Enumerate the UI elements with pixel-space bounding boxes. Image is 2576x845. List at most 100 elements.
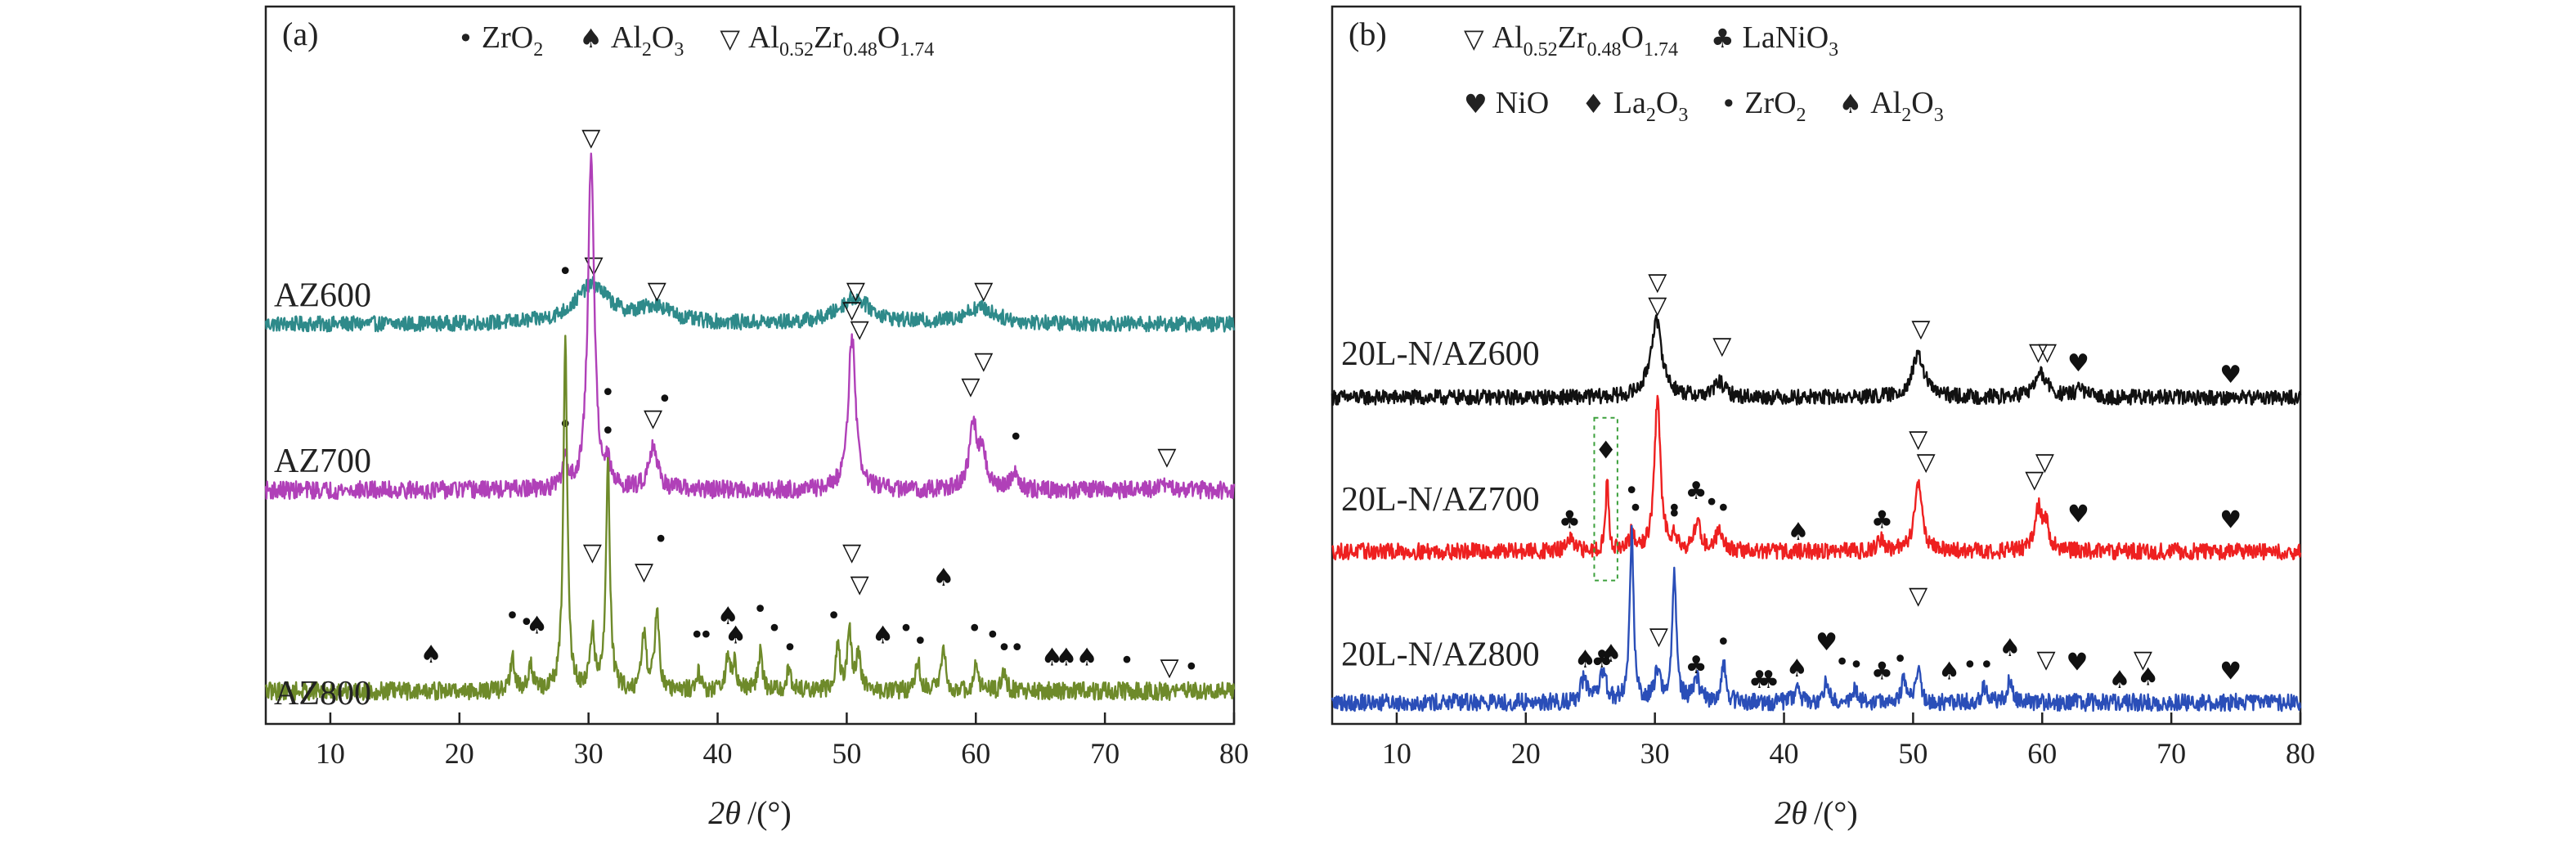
legend-row: • ZrO2 ♠ Al2O3 ▽ Al0.52Zr0.48O1.74: [458, 20, 934, 61]
panel-a-x-axis-title: 2θ/(°): [708, 794, 791, 831]
panel-b-x-axis-symbol: 2θ: [1775, 794, 1807, 831]
peak-marker: •: [558, 258, 572, 286]
legend-symbol: ♥: [1464, 88, 1488, 119]
peak-marker: •: [783, 634, 797, 663]
panel-a-x-axis-unit: /(°): [747, 794, 792, 831]
legend-formula-part: 2: [533, 39, 543, 61]
peak-marker: ♣: [1757, 666, 1779, 694]
peak-marker: ♣: [1685, 651, 1708, 680]
peak-marker: ♣: [1871, 506, 1893, 535]
panel-b-series: 20L-N/AZ600▽▽▽▽▽ ♥ ♥20L-N/AZ700▽♦♣ • •♣••♠ ♣▽…: [1331, 268, 2302, 712]
peak-marker: ♥: [2219, 657, 2242, 685]
series-label: AZ700: [274, 443, 371, 480]
panel-a: (a) • ZrO2 ♠ Al2O3 ▽ Al0.52Zr0.48O1.74 AZ600▽…: [264, 5, 1249, 831]
panel-a-series: AZ600▽▽ ▽ ▽AZ700▽• • ▽•▽▽▽▽•▽AZ800♠• •♠••▽▽••…: [264, 124, 1236, 712]
peak-marker: ♥: [2067, 349, 2089, 378]
legend-symbol: ▽: [720, 23, 740, 54]
peak-marker: ♠: [717, 602, 739, 631]
peak-marker: •: [600, 417, 615, 446]
peak-marker: ▽: [961, 372, 980, 401]
peak-marker: ♠: [2109, 666, 2131, 694]
peak-marker: ▽: [581, 124, 600, 152]
peak-marker: •: [1849, 651, 1864, 680]
peak-marker: ♣: [1559, 506, 1581, 535]
peak-marker: ▽: [644, 404, 662, 433]
x-tick-label: 70: [2156, 737, 2186, 770]
peak-marker: ♠: [1041, 644, 1063, 672]
series-line-20l-n-az800: [1331, 524, 2302, 712]
legend-formula-part: 1.74: [1644, 39, 1678, 61]
peak-marker: •: [1008, 424, 1023, 452]
peak-marker: ♠: [1076, 644, 1098, 672]
peak-marker: •: [519, 609, 534, 637]
series-line-az700: [264, 152, 1236, 501]
series-line-az800: [264, 335, 1236, 701]
peak-marker: ♠: [1999, 634, 2021, 663]
series-line-20l-n-az600: [1331, 314, 2302, 407]
x-tick-label: 20: [1511, 737, 1541, 770]
peak-marker: ♦: [1595, 437, 1617, 465]
peak-marker: ▽: [850, 315, 869, 344]
peak-marker: ♠: [1938, 657, 1960, 685]
peak-marker: •: [1624, 477, 1639, 506]
legend-symbol: ♠: [1839, 88, 1863, 119]
peak-marker: ♣: [1685, 477, 1708, 506]
peak-marker: ♠: [2137, 663, 2159, 691]
x-tick-label: 10: [316, 737, 345, 770]
peak-marker: ♥: [2219, 506, 2242, 535]
peak-marker: ▽: [1157, 443, 1176, 471]
legend-formula-part: Al: [611, 20, 642, 55]
peak-marker: ♣: [1591, 645, 1613, 674]
peak-marker: ▽: [648, 276, 666, 305]
peak-marker: ♥: [2066, 649, 2088, 677]
legend-symbol: ▽: [1464, 23, 1484, 54]
peak-marker: •: [767, 615, 782, 644]
x-tick-label: 80: [1219, 737, 1249, 770]
legend-symbol: ♠: [579, 23, 603, 54]
x-tick-label: 80: [2286, 737, 2315, 770]
highlight-box: [1593, 416, 1618, 582]
legend-formula-part: Al: [1870, 86, 1901, 120]
peak-marker: ▽: [2025, 465, 2044, 494]
panel-b-letter: (b): [1349, 16, 1387, 52]
legend-formula-part: O: [652, 20, 674, 55]
peak-marker: •: [1628, 495, 1643, 524]
peak-marker: •: [967, 615, 982, 644]
peak-marker: •: [653, 525, 668, 554]
panel-a-letter: (a): [282, 16, 318, 52]
peak-marker: ♠: [526, 612, 548, 640]
peak-marker: •: [505, 602, 520, 631]
peak-marker: ♠: [872, 621, 894, 649]
peak-marker: ▽: [635, 557, 653, 586]
peak-marker: ♠: [1600, 640, 1622, 668]
legend-formula-part: NiO: [1496, 86, 1549, 120]
x-tick-label: 30: [574, 737, 604, 770]
legend-formula-part: 2: [1646, 105, 1656, 126]
peak-marker: ▽: [1917, 448, 1936, 477]
legend-formula-part: ZrO: [482, 20, 533, 55]
peak-marker: ▽: [2036, 645, 2055, 674]
peak-marker: ▽: [842, 296, 861, 325]
x-tick-label: 40: [703, 737, 733, 770]
panel-b-legend: ▽ Al0.52Zr0.48O1.74 ♣ LaNiO3♥ NiO ♦ La2O3 • ZrO2…: [1464, 20, 1944, 126]
peak-marker: •: [558, 411, 572, 439]
legend-formula-part: Zr: [1558, 20, 1587, 55]
peak-marker: ♠: [1574, 645, 1596, 674]
panel-a-legend: • ZrO2 ♠ Al2O3 ▽ Al0.52Zr0.48O1.74: [458, 20, 934, 61]
peak-marker: •: [1835, 649, 1850, 677]
peak-marker: •: [985, 621, 1000, 649]
peak-marker: •: [1963, 651, 1977, 680]
series-line-az600: [264, 276, 1236, 333]
x-tick-label: 50: [1898, 737, 1928, 770]
peak-marker: ▽: [2038, 338, 2057, 366]
legend-formula-part: 3: [1829, 39, 1838, 61]
peak-marker: •: [689, 621, 704, 649]
legend-formula-part: 2: [642, 39, 652, 61]
legend-formula-part: LaNiO: [1743, 20, 1829, 55]
panel-b-x-axis: 10 20 30 40 50 60 70 80: [1382, 712, 2315, 770]
peak-marker: •: [913, 627, 928, 656]
legend-formula-part: Al: [748, 20, 779, 55]
peak-marker: ▽: [2029, 338, 2048, 366]
legend-formula-part: 2: [1901, 105, 1911, 126]
